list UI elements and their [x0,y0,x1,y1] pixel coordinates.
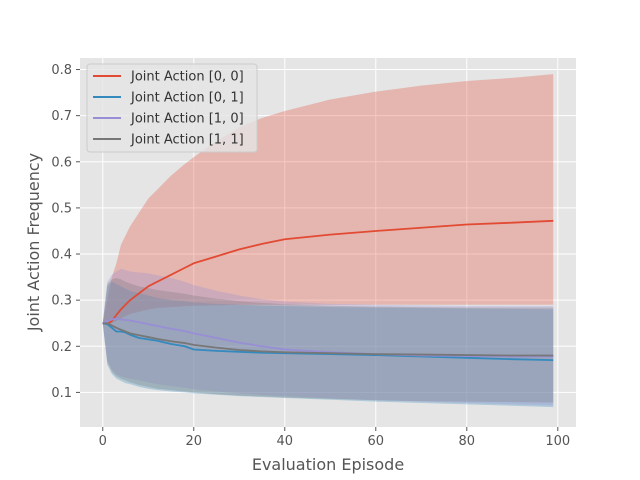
y-tick-label: 0.2 [51,340,72,355]
legend-label-3: Joint Action [1, 1] [130,133,244,148]
x-tick-label: 40 [276,434,293,449]
y-axis-ticks: 0.1 0.2 0.3 0.4 0.5 0.6 0.7 0.8 [51,63,80,401]
confidence-bands [102,74,554,408]
confidence-band-3 [102,278,554,403]
legend-label-2: Joint Action [1, 0] [130,112,244,127]
series-lines [102,219,554,362]
series-line-0 [102,219,554,326]
y-tick-label: 0.3 [51,294,72,309]
x-tick-label: 100 [545,434,570,449]
confidence-band-0 [102,74,554,326]
x-axis-label: Evaluation Episode [252,455,404,474]
confidence-band-2 [102,268,554,406]
x-axis-ticks: 0 20 40 60 80 100 [99,427,570,449]
legend-box [86,63,258,153]
y-tick-label: 0.5 [51,201,72,216]
y-tick-label: 0.6 [51,155,72,170]
x-tick-label: 80 [459,434,476,449]
legend: Joint Action [0, 0] Joint Action [0, 1] Jo… [86,63,258,153]
grid [80,58,576,427]
y-axis-label: Joint Action Frequency [24,153,43,332]
series-line-3 [102,322,554,357]
y-tick-label: 0.4 [51,248,72,263]
y-tick-label: 0.8 [51,63,72,78]
y-tick-label: 0.1 [51,386,72,401]
series-line-1 [102,322,554,362]
legend-label-1: Joint Action [0, 1] [130,91,244,106]
y-tick-label: 0.7 [51,109,72,124]
x-tick-label: 0 [99,434,107,449]
x-tick-label: 20 [185,434,202,449]
legend-label-0: Joint Action [0, 0] [130,70,244,85]
x-tick-label: 60 [368,434,385,449]
confidence-band-1 [102,281,554,408]
